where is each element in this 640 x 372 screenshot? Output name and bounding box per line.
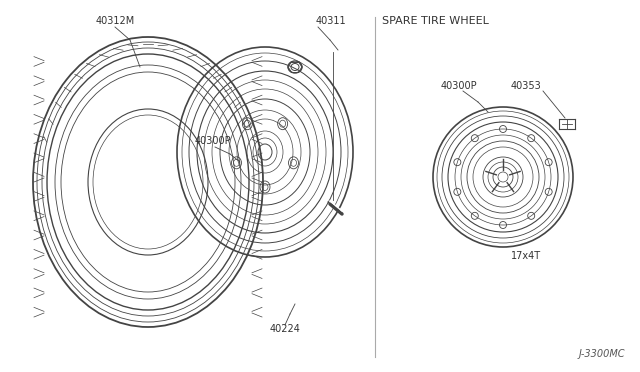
Text: 40311: 40311 <box>316 16 347 26</box>
Text: 40300P: 40300P <box>195 136 232 146</box>
Text: 17x4T: 17x4T <box>511 251 541 261</box>
Text: 40312M: 40312M <box>95 16 134 26</box>
Text: J-3300MC: J-3300MC <box>579 349 625 359</box>
Text: 40353: 40353 <box>511 81 541 91</box>
Text: SPARE TIRE WHEEL: SPARE TIRE WHEEL <box>382 16 489 26</box>
Text: 40300P: 40300P <box>441 81 477 91</box>
Text: 40224: 40224 <box>269 324 300 334</box>
